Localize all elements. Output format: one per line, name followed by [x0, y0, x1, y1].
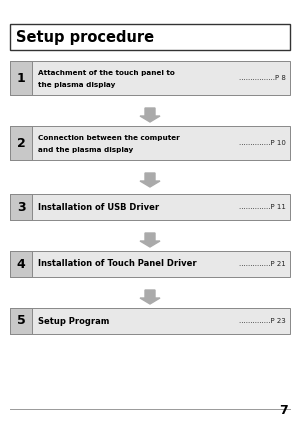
- Bar: [10, 24, 290, 50]
- Text: Attachment of the touch panel to: Attachment of the touch panel to: [38, 70, 175, 76]
- Text: ..............P 23: ..............P 23: [239, 318, 286, 324]
- Bar: [10, 194, 32, 220]
- Bar: [10, 308, 290, 334]
- Text: Installation of Touch Panel Driver: Installation of Touch Panel Driver: [38, 260, 196, 269]
- Bar: [10, 126, 290, 160]
- Text: Setup procedure: Setup procedure: [16, 29, 154, 45]
- Polygon shape: [140, 173, 160, 187]
- Text: 3: 3: [17, 201, 25, 213]
- Text: 5: 5: [16, 314, 26, 328]
- Text: ..............P 21: ..............P 21: [239, 261, 286, 267]
- Polygon shape: [140, 290, 160, 304]
- Text: and the plasma display: and the plasma display: [38, 147, 133, 153]
- Text: 2: 2: [16, 136, 26, 150]
- Polygon shape: [140, 108, 160, 122]
- Bar: [10, 194, 290, 220]
- Text: ..............P 10: ..............P 10: [239, 140, 286, 146]
- Bar: [10, 308, 32, 334]
- Text: Installation of USB Driver: Installation of USB Driver: [38, 202, 159, 212]
- Bar: [10, 251, 290, 277]
- Text: 7: 7: [279, 404, 288, 417]
- Bar: [10, 251, 32, 277]
- Text: 1: 1: [16, 71, 26, 85]
- Text: ................P 8: ................P 8: [239, 75, 286, 81]
- Text: ..............P 11: ..............P 11: [239, 204, 286, 210]
- Bar: [10, 61, 32, 95]
- Text: 4: 4: [16, 258, 26, 270]
- Text: Setup Program: Setup Program: [38, 317, 110, 326]
- Text: Connection between the computer: Connection between the computer: [38, 135, 180, 141]
- Polygon shape: [140, 233, 160, 247]
- Text: the plasma display: the plasma display: [38, 82, 116, 88]
- Bar: [10, 61, 290, 95]
- Bar: [10, 126, 32, 160]
